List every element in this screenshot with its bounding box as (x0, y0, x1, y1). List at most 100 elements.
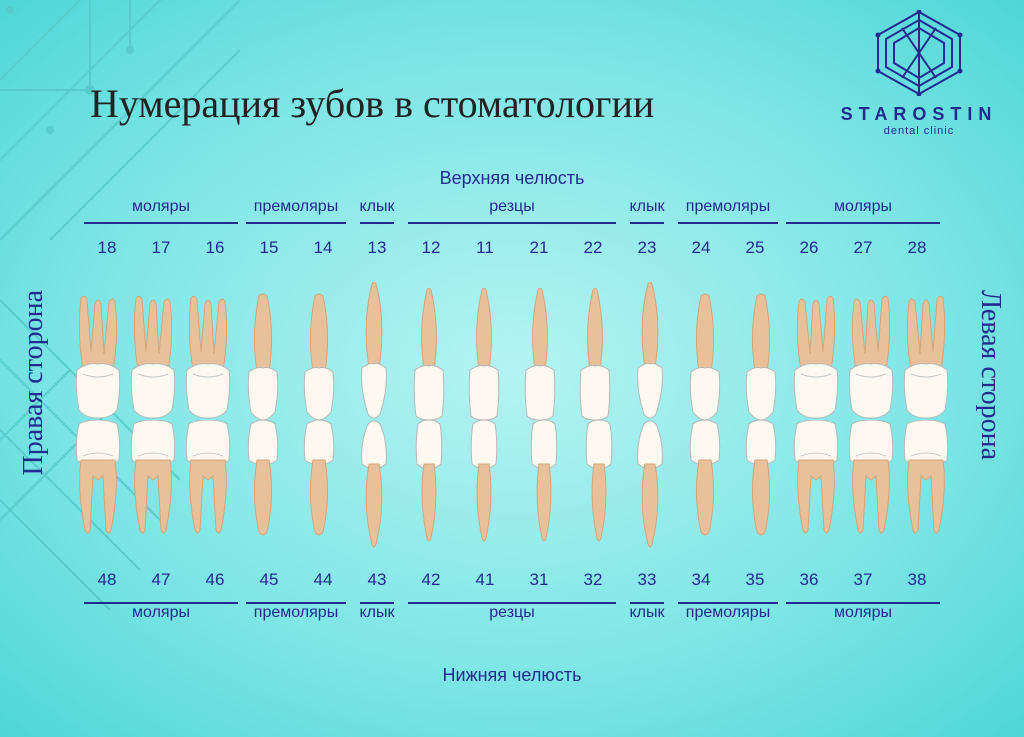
group-label: клык (620, 604, 674, 624)
tooth-group: премоляры (242, 598, 350, 624)
logo-mark-icon (874, 10, 964, 96)
tooth-incisor (457, 420, 512, 542)
lower-teeth-row (70, 420, 954, 540)
tooth-number: 48 (80, 570, 134, 590)
group-label: премоляры (242, 198, 350, 218)
tooth-number: 14 (296, 238, 350, 258)
upper-tooth-numbers: 18171615141312112122232425262728 (80, 238, 944, 258)
group-label: клык (350, 604, 404, 624)
tooth-group: моляры (782, 198, 944, 224)
tooth-number: 44 (296, 570, 350, 590)
group-underline (408, 222, 616, 224)
tooth-number: 24 (674, 238, 728, 258)
tooth-number: 21 (512, 238, 566, 258)
tooth-number: 18 (80, 238, 134, 258)
tooth-group: клык (350, 598, 404, 624)
tooth-number: 16 (188, 238, 242, 258)
tooth-incisor (402, 420, 457, 542)
tooth-number: 22 (566, 238, 620, 258)
tooth-number: 32 (566, 570, 620, 590)
tooth-premolar (733, 292, 788, 420)
tooth-number: 25 (728, 238, 782, 258)
tooth-canine (623, 282, 678, 420)
tooth-number: 31 (512, 570, 566, 590)
tooth-canine (346, 420, 401, 548)
tooth-number: 36 (782, 570, 836, 590)
tooth-number: 35 (728, 570, 782, 590)
group-label: премоляры (674, 198, 782, 218)
tooth-molar (844, 292, 899, 420)
tooth-incisor (402, 288, 457, 420)
tooth-number: 34 (674, 570, 728, 590)
tooth-canine (623, 420, 678, 548)
tooth-number: 27 (836, 238, 890, 258)
group-label: премоляры (674, 604, 782, 624)
lower-tooth-groups: молярыпремолярыклыкрезцыклыкпремолярымол… (80, 598, 944, 624)
left-side-label: Левая сторона (974, 290, 1006, 460)
tooth-molar (788, 292, 843, 420)
tooth-incisor (512, 288, 567, 420)
tooth-number: 47 (134, 570, 188, 590)
logo-subtitle: dental clinic (834, 125, 1004, 137)
tooth-incisor (457, 288, 512, 420)
tooth-premolar (236, 420, 291, 538)
tooth-incisor (567, 288, 622, 420)
group-label: резцы (404, 198, 620, 218)
tooth-group: клык (620, 198, 674, 224)
tooth-molar (70, 420, 125, 538)
group-label: моляры (782, 604, 944, 624)
tooth-number: 15 (242, 238, 296, 258)
tooth-molar (181, 420, 236, 538)
tooth-group: премоляры (674, 198, 782, 224)
tooth-premolar (733, 420, 788, 538)
tooth-number: 45 (242, 570, 296, 590)
tooth-premolar (291, 292, 346, 420)
group-underline (630, 222, 664, 224)
tooth-premolar (291, 420, 346, 538)
tooth-number: 13 (350, 238, 404, 258)
lower-jaw-label: Нижняя челюсть (0, 665, 1024, 686)
right-side-label: Правая сторона (18, 290, 50, 476)
tooth-number: 33 (620, 570, 674, 590)
tooth-premolar (236, 292, 291, 420)
group-label: резцы (404, 604, 620, 624)
group-underline (678, 222, 778, 224)
tooth-number: 17 (134, 238, 188, 258)
group-underline (84, 222, 238, 224)
group-label: моляры (80, 198, 242, 218)
tooth-number: 12 (404, 238, 458, 258)
dental-arch (70, 290, 954, 540)
upper-teeth-row (70, 290, 954, 420)
group-underline (786, 222, 940, 224)
tooth-number: 28 (890, 238, 944, 258)
tooth-number: 26 (782, 238, 836, 258)
tooth-incisor (512, 420, 567, 542)
tooth-number: 38 (890, 570, 944, 590)
tooth-number: 42 (404, 570, 458, 590)
tooth-premolar (678, 420, 733, 538)
group-label: премоляры (242, 604, 350, 624)
tooth-group: резцы (404, 598, 620, 624)
tooth-canine (346, 282, 401, 420)
brand-logo: STAROSTIN dental clinic (834, 10, 1004, 137)
upper-jaw-label: Верхняя челюсть (0, 168, 1024, 189)
tooth-molar (788, 420, 843, 538)
group-label: клык (620, 198, 674, 218)
tooth-molar (125, 420, 180, 538)
tooth-molar (125, 292, 180, 420)
tooth-number: 23 (620, 238, 674, 258)
tooth-premolar (678, 292, 733, 420)
tooth-molar (899, 292, 954, 420)
tooth-group: премоляры (674, 598, 782, 624)
tooth-molar (181, 292, 236, 420)
tooth-number: 11 (458, 238, 512, 258)
tooth-molar (844, 420, 899, 538)
page-title: Нумерация зубов в стоматологии (90, 80, 654, 127)
tooth-group: резцы (404, 198, 620, 224)
tooth-group: моляры (80, 598, 242, 624)
tooth-incisor (567, 420, 622, 542)
group-label: клык (350, 198, 404, 218)
tooth-number: 41 (458, 570, 512, 590)
tooth-molar (899, 420, 954, 538)
tooth-number: 46 (188, 570, 242, 590)
